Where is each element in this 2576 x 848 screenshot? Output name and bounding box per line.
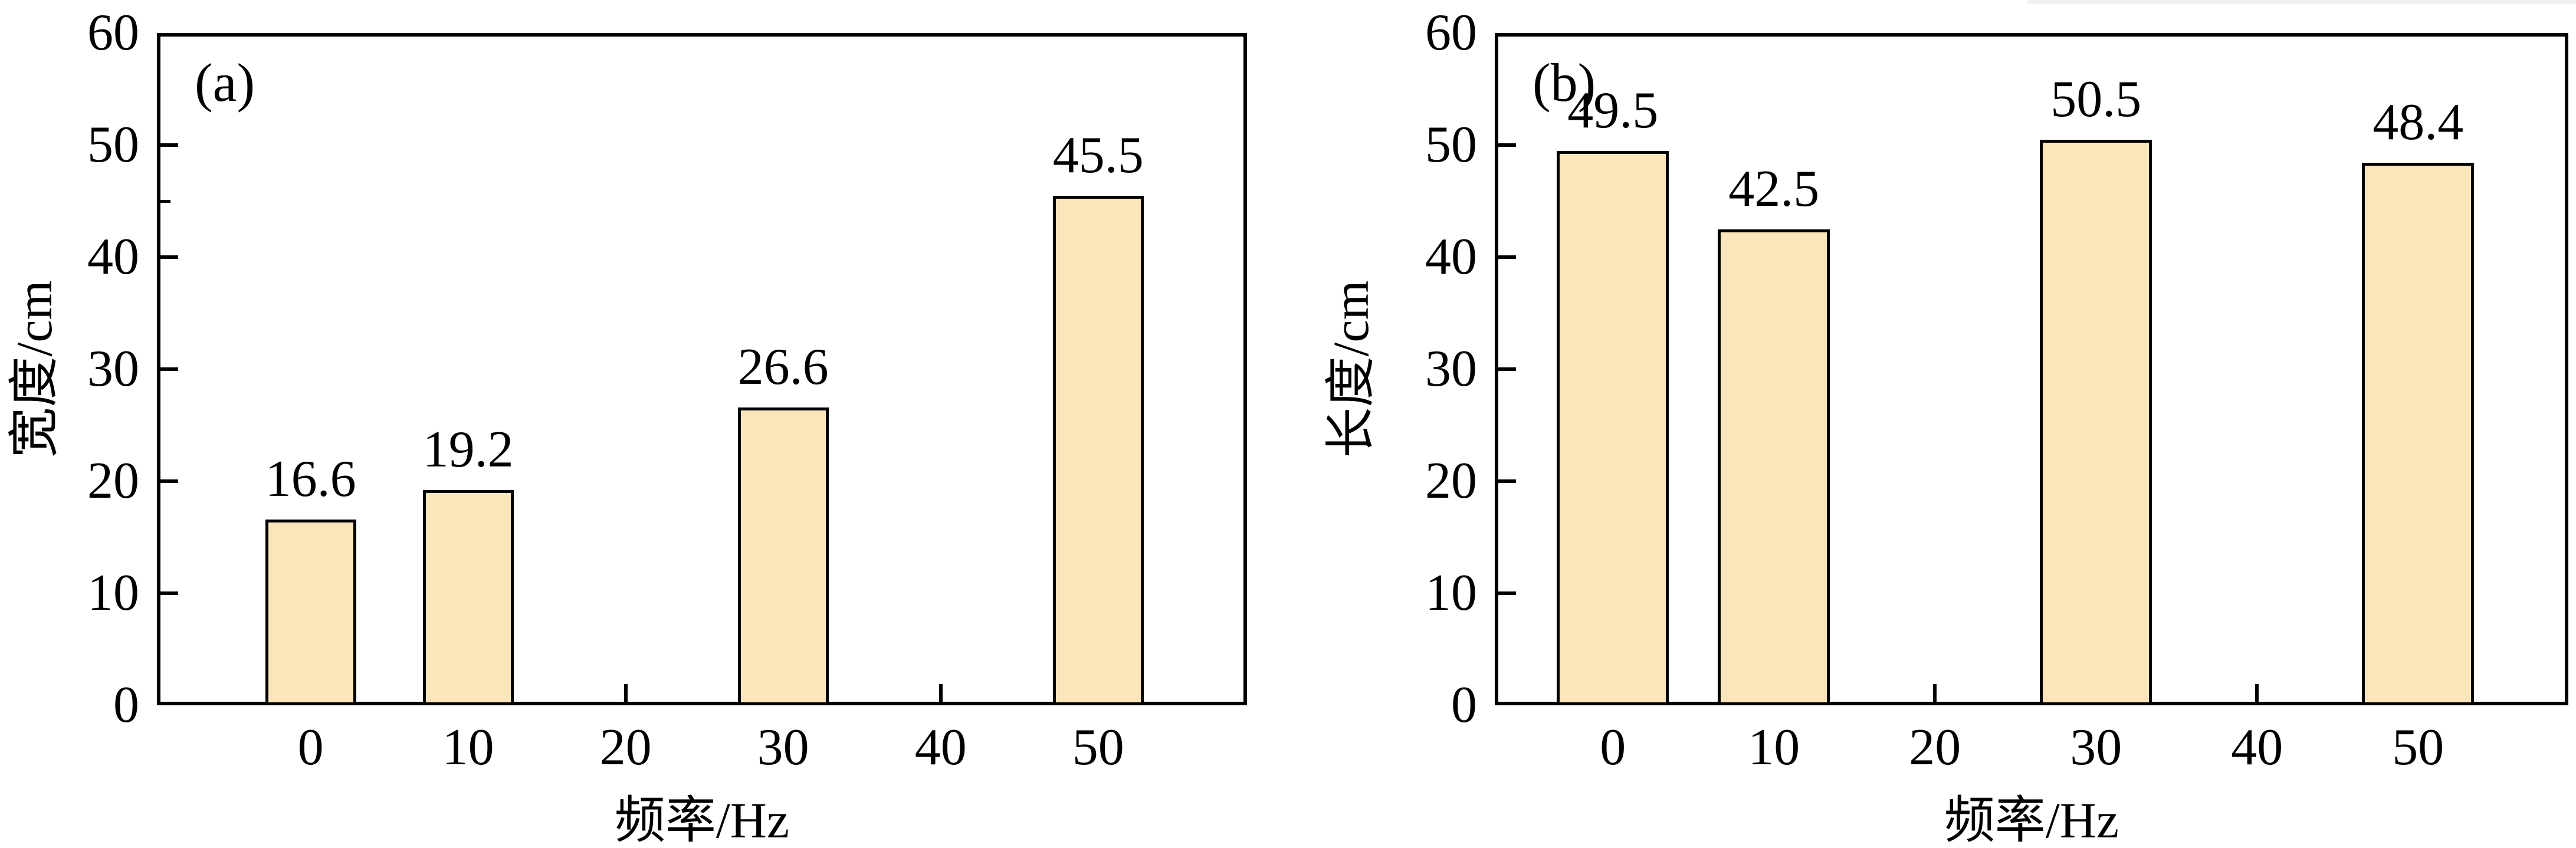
- bar-value-label: 48.4: [2372, 94, 2464, 152]
- bar: [2362, 163, 2475, 705]
- y-tick-label: 50: [1425, 116, 1477, 173]
- x-tick-label: 0: [297, 719, 324, 776]
- y-tick-label: 40: [1425, 228, 1477, 285]
- y-tick-label: 30: [87, 340, 139, 397]
- y-tick-label: 10: [1425, 564, 1477, 622]
- bar-value-label: 42.5: [1728, 160, 1820, 218]
- y-tick-label: 50: [87, 116, 139, 173]
- y-tick-label: 10: [87, 564, 139, 622]
- x-axis-title-b: 频率/Hz: [1944, 792, 2119, 848]
- bar: [1718, 229, 1830, 705]
- x-tick-label: 20: [599, 719, 652, 776]
- y-tick-label: 0: [1451, 676, 1477, 734]
- x-tick-label: 10: [1748, 719, 1800, 776]
- y-tick-mark: [160, 143, 178, 147]
- y-minor-tick-mark: [160, 199, 170, 203]
- bar: [422, 490, 514, 705]
- bar: [737, 407, 829, 705]
- bar-value-label: 49.5: [1567, 81, 1659, 139]
- x-tick-mark: [938, 684, 943, 702]
- x-tick-label: 20: [1909, 719, 1961, 776]
- panel-letter-b: (b): [1533, 52, 1596, 113]
- bar: [2040, 139, 2152, 705]
- crop-artifact-strip: [2027, 0, 2576, 4]
- y-tick-label: 60: [1425, 4, 1477, 61]
- bar-value-label: 45.5: [1052, 126, 1144, 184]
- y-tick-label: 0: [113, 676, 139, 734]
- y-tick-mark: [160, 591, 178, 595]
- x-tick-label: 40: [2231, 719, 2283, 776]
- y-tick-mark: [1498, 591, 1516, 595]
- y-tick-mark: [1498, 479, 1516, 483]
- bar: [1052, 195, 1144, 705]
- x-tick-label: 50: [2392, 719, 2444, 776]
- bar-value-label: 26.6: [737, 338, 829, 396]
- y-tick-mark: [1498, 143, 1516, 147]
- y-tick-label: 30: [1425, 340, 1477, 397]
- x-tick-mark: [1933, 684, 1937, 702]
- x-axis-title-a: 频率/Hz: [614, 792, 790, 848]
- y-tick-mark: [1498, 367, 1516, 371]
- y-tick-label: 20: [1425, 452, 1477, 510]
- panel-letter-a: (a): [195, 52, 255, 113]
- bar-value-label: 19.2: [422, 421, 514, 479]
- y-tick-mark: [1498, 255, 1516, 259]
- y-tick-mark: [160, 479, 178, 483]
- bar: [265, 519, 356, 705]
- y-tick-label: 40: [87, 228, 139, 285]
- x-tick-mark: [2255, 684, 2259, 702]
- y-tick-label: 60: [87, 4, 139, 61]
- x-tick-label: 0: [1600, 719, 1626, 776]
- bar-value-label: 16.6: [265, 450, 356, 508]
- y-tick-mark: [160, 367, 178, 371]
- y-tick-label: 20: [87, 452, 139, 510]
- x-tick-label: 40: [914, 719, 967, 776]
- bar: [1557, 150, 1669, 705]
- bar-value-label: 50.5: [2050, 70, 2142, 128]
- x-tick-label: 50: [1072, 719, 1124, 776]
- x-tick-label: 30: [757, 719, 809, 776]
- x-tick-label: 10: [442, 719, 494, 776]
- x-tick-label: 30: [2070, 719, 2122, 776]
- y-tick-mark: [160, 255, 178, 259]
- x-tick-mark: [624, 684, 628, 702]
